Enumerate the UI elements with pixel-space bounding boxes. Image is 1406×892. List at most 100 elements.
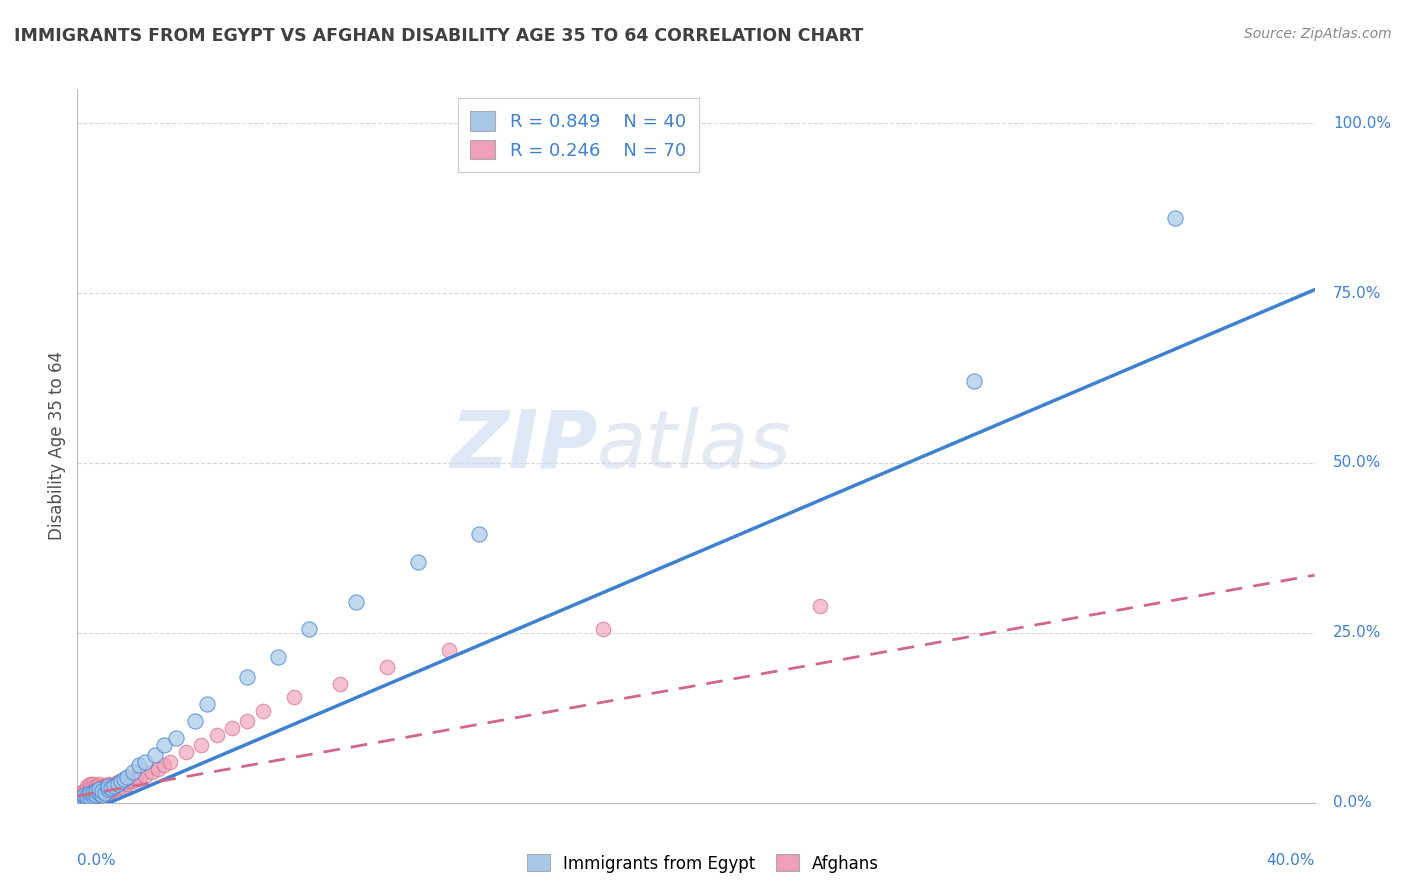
Text: atlas: atlas bbox=[598, 407, 792, 485]
Point bbox=[91, 788, 114, 802]
Point bbox=[82, 790, 104, 805]
Point bbox=[112, 780, 135, 795]
Point bbox=[283, 690, 305, 705]
Point bbox=[82, 789, 104, 803]
Point bbox=[94, 782, 117, 797]
Text: 100.0%: 100.0% bbox=[1333, 116, 1391, 131]
Point bbox=[94, 779, 117, 793]
Point bbox=[437, 643, 460, 657]
Legend: Immigrants from Egypt, Afghans: Immigrants from Egypt, Afghans bbox=[520, 847, 886, 880]
Point bbox=[267, 649, 290, 664]
Text: 25.0%: 25.0% bbox=[1333, 625, 1382, 640]
Point bbox=[84, 789, 107, 803]
Point bbox=[94, 786, 117, 800]
Text: ZIP: ZIP bbox=[450, 407, 598, 485]
Point bbox=[808, 599, 831, 613]
Text: 75.0%: 75.0% bbox=[1333, 285, 1382, 301]
Legend: R = 0.849    N = 40, R = 0.246    N = 70: R = 0.849 N = 40, R = 0.246 N = 70 bbox=[457, 98, 699, 172]
Point bbox=[963, 375, 986, 389]
Point bbox=[82, 780, 104, 795]
Point bbox=[97, 782, 120, 797]
Point bbox=[112, 775, 135, 789]
Point bbox=[69, 792, 91, 806]
Point bbox=[205, 728, 228, 742]
Point bbox=[91, 786, 114, 800]
Point bbox=[134, 769, 156, 783]
Point bbox=[190, 738, 212, 752]
Point bbox=[1164, 211, 1187, 226]
Point bbox=[375, 660, 398, 674]
Point bbox=[153, 738, 176, 752]
Point bbox=[329, 677, 352, 691]
Point bbox=[97, 786, 120, 800]
Point bbox=[97, 780, 120, 795]
Point bbox=[72, 790, 94, 805]
Point bbox=[84, 782, 107, 797]
Point bbox=[79, 789, 101, 803]
Point bbox=[406, 555, 429, 569]
Point bbox=[72, 788, 94, 802]
Point bbox=[72, 788, 94, 802]
Text: 0.0%: 0.0% bbox=[1333, 796, 1372, 810]
Point bbox=[221, 721, 243, 735]
Point bbox=[100, 783, 122, 797]
Point bbox=[115, 777, 138, 791]
Point bbox=[87, 786, 110, 800]
Point bbox=[195, 698, 218, 712]
Point bbox=[76, 782, 98, 797]
Point bbox=[82, 785, 104, 799]
Point bbox=[97, 777, 120, 791]
Point bbox=[103, 779, 125, 793]
Point bbox=[112, 772, 135, 786]
Point bbox=[122, 765, 145, 780]
Point bbox=[592, 623, 614, 637]
Point bbox=[165, 731, 187, 746]
Point bbox=[344, 595, 367, 609]
Point bbox=[159, 755, 181, 769]
Point bbox=[84, 786, 107, 800]
Point bbox=[79, 783, 101, 797]
Point bbox=[82, 788, 104, 802]
Point bbox=[143, 748, 166, 763]
Text: Source: ZipAtlas.com: Source: ZipAtlas.com bbox=[1244, 27, 1392, 41]
Point bbox=[107, 775, 129, 789]
Point bbox=[128, 758, 150, 772]
Point bbox=[87, 783, 110, 797]
Point bbox=[110, 779, 132, 793]
Text: IMMIGRANTS FROM EGYPT VS AFGHAN DISABILITY AGE 35 TO 64 CORRELATION CHART: IMMIGRANTS FROM EGYPT VS AFGHAN DISABILI… bbox=[14, 27, 863, 45]
Y-axis label: Disability Age 35 to 64: Disability Age 35 to 64 bbox=[48, 351, 66, 541]
Text: 40.0%: 40.0% bbox=[1267, 853, 1315, 868]
Point bbox=[72, 792, 94, 806]
Point bbox=[84, 783, 107, 797]
Point bbox=[125, 772, 148, 786]
Point bbox=[76, 779, 98, 793]
Point bbox=[84, 788, 107, 802]
Point bbox=[91, 783, 114, 797]
Point bbox=[79, 780, 101, 795]
Point bbox=[122, 774, 145, 789]
Point bbox=[468, 527, 491, 541]
Point bbox=[79, 777, 101, 791]
Point bbox=[87, 777, 110, 791]
Point bbox=[84, 779, 107, 793]
Point bbox=[110, 774, 132, 789]
Point bbox=[87, 788, 110, 802]
Point bbox=[82, 777, 104, 791]
Point bbox=[69, 789, 91, 803]
Text: 50.0%: 50.0% bbox=[1333, 456, 1382, 470]
Point bbox=[94, 786, 117, 800]
Point bbox=[79, 786, 101, 800]
Point bbox=[100, 780, 122, 795]
Point bbox=[174, 745, 197, 759]
Point bbox=[103, 777, 125, 791]
Point bbox=[87, 782, 110, 797]
Point bbox=[103, 782, 125, 797]
Point bbox=[100, 779, 122, 793]
Point bbox=[236, 714, 259, 729]
Point bbox=[118, 774, 141, 789]
Point bbox=[91, 779, 114, 793]
Point bbox=[236, 670, 259, 684]
Text: 0.0%: 0.0% bbox=[77, 853, 117, 868]
Point bbox=[69, 786, 91, 800]
Point bbox=[82, 786, 104, 800]
